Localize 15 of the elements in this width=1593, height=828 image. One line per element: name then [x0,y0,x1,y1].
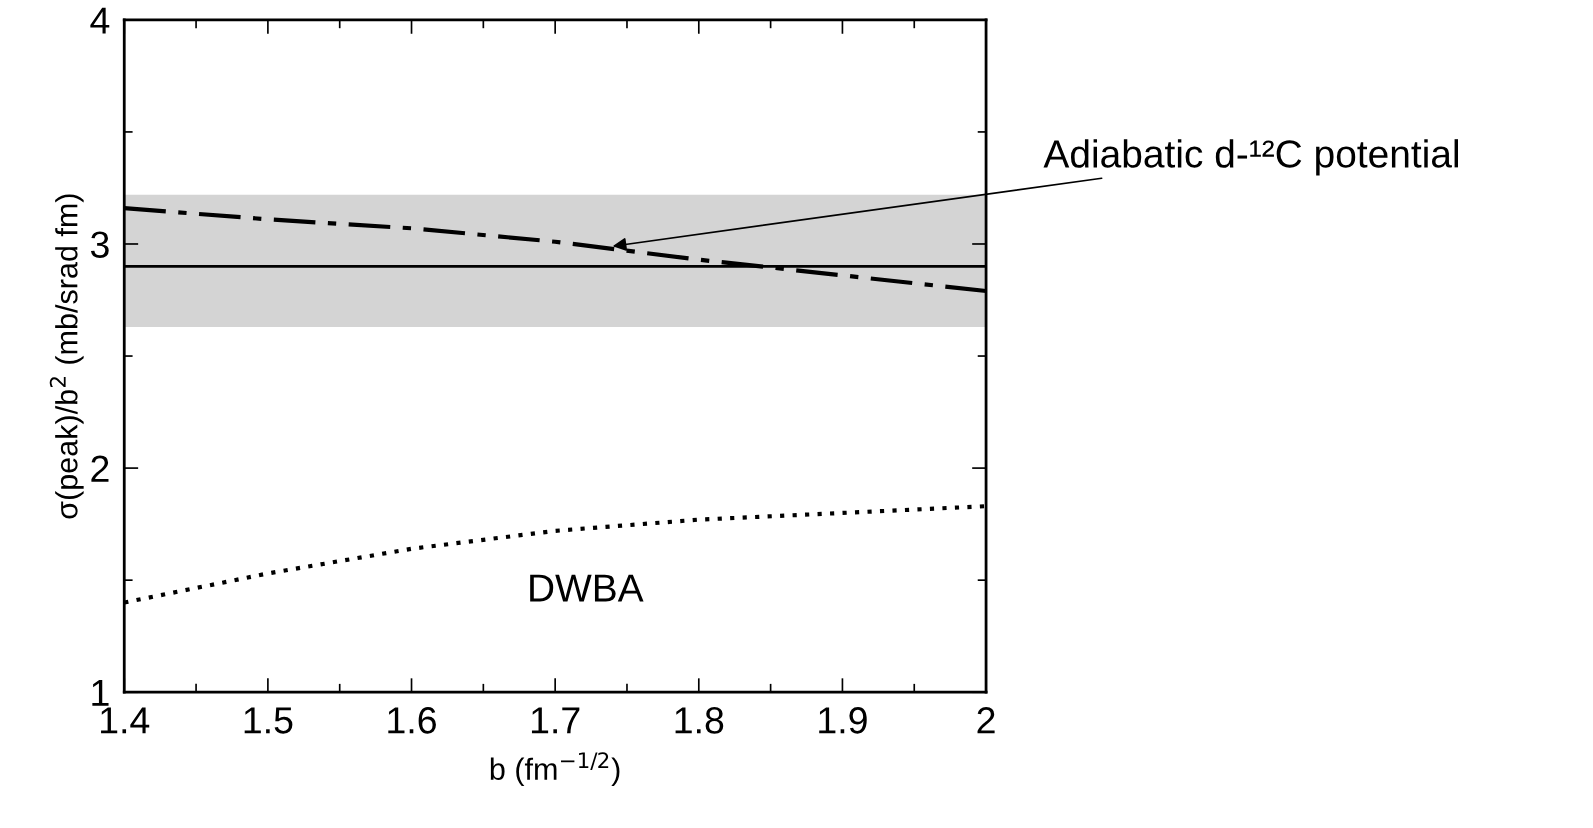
x-tick-label: 1.7 [531,707,580,734]
y-tick-label: 3 [90,231,109,258]
x-tick-label: 1.6 [388,707,436,734]
y-axis-title: σ(peak)/b$^{2}$ (mb/srad fm) [49,194,84,519]
y-tick-label: 2 [91,455,109,482]
y-tick-label: 4 [90,7,110,34]
annotation: Adiabatic d-¹²C potential [1043,139,1458,176]
x-tick-label: 1.5 [244,707,293,734]
x-tick-label: 1.8 [675,707,724,734]
x-tick-label: 2 [977,707,995,734]
x-axis-title: b (fm$^{−1/2}$) [490,752,620,787]
x-tick-label: 1.9 [819,707,867,734]
annotation: DWBA [530,574,644,602]
y-tick-label: 1 [92,680,109,706]
x-tick-label: 1.4 [101,707,150,734]
